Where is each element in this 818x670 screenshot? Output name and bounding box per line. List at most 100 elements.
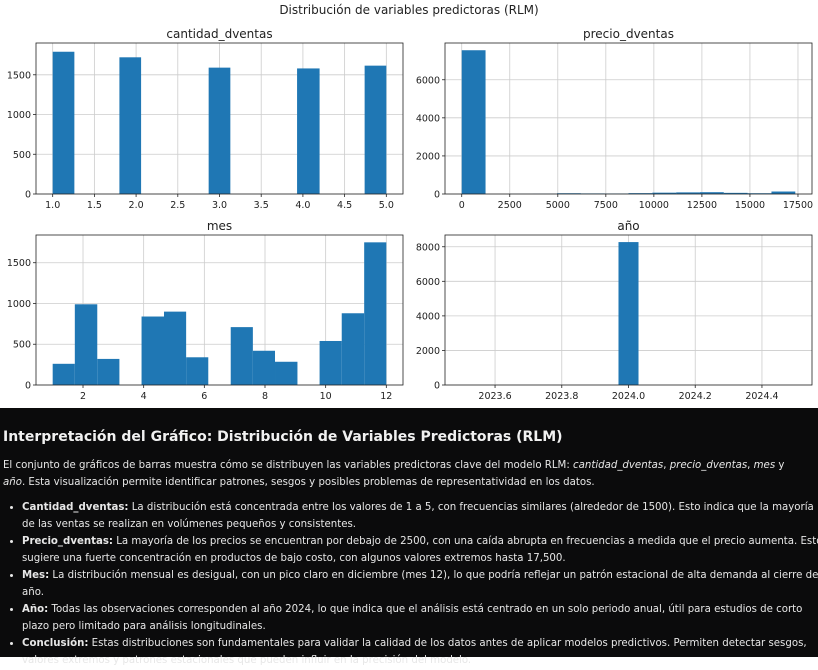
x-tick-label: 12500 xyxy=(687,200,717,211)
histogram-bar xyxy=(97,359,119,385)
chart-cantidad_dventas-subplot: cantidad_dventas 1.0 1.5 2.0 2.5 3.0 3.5 4.0 4.5… xyxy=(7,27,403,211)
y-tick-label: 1000 xyxy=(7,110,31,121)
y-tick-label: 500 xyxy=(13,150,31,161)
y-tick-label: 500 xyxy=(13,340,31,351)
histogram-bar xyxy=(320,341,342,385)
bullet-text: La mayoría de los precios se encuentran … xyxy=(22,536,818,564)
list-item-conclusion: Conclusión: Estas distribuciones son fun… xyxy=(22,636,818,669)
bullet-text: La distribución mensual es desigual, con… xyxy=(22,570,818,598)
histogram-bar xyxy=(253,351,275,385)
interpretation-list: Cantidad_dventas: La distribución está c… xyxy=(3,500,818,670)
list-item-cantidad: Cantidad_dventas: La distribución está c… xyxy=(22,500,818,533)
histogram-bar xyxy=(618,242,638,385)
intro-var-precio: precio_dventas xyxy=(670,460,747,471)
x-tick-label: 1.0 xyxy=(45,200,60,211)
x-tick-label: 10000 xyxy=(639,200,669,211)
x-tick-label: 2.5 xyxy=(170,200,185,211)
histogram-figure: Distribución de variables predictoras (R… xyxy=(0,0,818,408)
histogram-bar xyxy=(365,66,387,194)
x-tick-label: 2024.4 xyxy=(745,391,778,402)
bullet-text: La distribución está concentrada entre l… xyxy=(22,502,814,530)
x-tick-label: 5.0 xyxy=(379,200,394,211)
y-tick-label: 1500 xyxy=(7,70,31,81)
interpretation-heading: Interpretación del Gráfico: Distribución… xyxy=(3,429,563,445)
histogram-bar xyxy=(53,52,75,194)
y-tick-label: 8000 xyxy=(416,242,440,253)
list-item-mes: Mes: La distribución mensual es desigual… xyxy=(22,568,818,601)
x-tick-label: 4 xyxy=(141,391,147,402)
y-tick-label: 1500 xyxy=(7,258,31,269)
x-tick-label: 8 xyxy=(262,391,268,402)
list-item-anio: Año: Todas las observaciones corresponde… xyxy=(22,602,818,635)
figure-canvas: Distribución de variables predictoras (R… xyxy=(0,0,818,408)
x-tick-label: 1.5 xyxy=(87,200,102,211)
axes-frame xyxy=(445,43,812,194)
histogram-bar xyxy=(186,357,208,385)
x-tick-label: 2023.6 xyxy=(478,391,511,402)
x-tick-label: 2023.8 xyxy=(545,391,578,402)
x-tick-label: 2.0 xyxy=(129,200,144,211)
x-tick-label: 0 xyxy=(459,200,465,211)
bullet-label: Año: xyxy=(22,604,48,615)
intro-var-cantidad: cantidad_dventas xyxy=(573,460,663,471)
subplot-title: mes xyxy=(207,219,232,233)
intro-paragraph: El conjunto de gráficos de barras muestr… xyxy=(3,458,808,491)
x-tick-label: 2024.0 xyxy=(612,391,645,402)
list-item-precio: Precio_dventas: La mayoría de los precio… xyxy=(22,534,818,567)
bullet-text: Todas las observaciones corresponden al … xyxy=(22,604,802,632)
histogram-bar xyxy=(164,312,186,385)
chart-precio_dventas-subplot: precio_dventas 0 2500 5000 7500 10000 12500 150… xyxy=(416,27,813,211)
intro-var-anio: año xyxy=(3,477,22,488)
x-tick-label: 4.5 xyxy=(337,200,352,211)
intro-sep: y xyxy=(775,460,784,471)
histogram-bar xyxy=(297,68,320,194)
figure-title: Distribución de variables predictoras (R… xyxy=(279,3,538,17)
bullet-text: Estas distribuciones son fundamentales p… xyxy=(22,638,807,666)
subplot-title: año xyxy=(617,219,639,233)
x-tick-label: 15000 xyxy=(735,200,765,211)
intro-text-start: El conjunto de gráficos de barras muestr… xyxy=(3,460,573,471)
chart-ao-subplot: año 2023.6 2023.8 2024.0 2024.2 2024.4 0 2000 40… xyxy=(416,219,812,402)
x-tick-label: 3.0 xyxy=(212,200,227,211)
bullet-label: Conclusión: xyxy=(22,638,88,649)
histogram-bar xyxy=(342,313,364,385)
histogram-bar xyxy=(53,364,75,385)
histogram-bar xyxy=(231,327,253,385)
histogram-bar xyxy=(275,362,297,385)
subplot-title: precio_dventas xyxy=(583,27,674,41)
y-tick-label: 4000 xyxy=(416,311,440,322)
y-tick-label: 0 xyxy=(434,381,440,392)
histogram-bar xyxy=(364,242,386,385)
histogram-bar xyxy=(119,57,141,194)
histogram-bar xyxy=(462,50,486,194)
y-tick-label: 0 xyxy=(25,190,31,201)
y-tick-label: 6000 xyxy=(416,277,440,288)
intro-var-mes: mes xyxy=(754,460,776,471)
histogram-bar xyxy=(75,304,97,385)
y-tick-label: 1000 xyxy=(7,299,31,310)
x-tick-label: 10 xyxy=(320,391,332,402)
bullet-label: Precio_dventas: xyxy=(22,536,113,547)
intro-text-end: . Esta visualización permite identificar… xyxy=(22,477,595,488)
y-tick-label: 6000 xyxy=(416,75,440,86)
bullet-label: Mes: xyxy=(22,570,49,581)
x-tick-label: 6 xyxy=(201,391,207,402)
y-tick-label: 0 xyxy=(434,190,440,201)
x-tick-label: 17500 xyxy=(783,200,813,211)
x-tick-label: 5000 xyxy=(546,200,570,211)
y-tick-label: 0 xyxy=(25,381,31,392)
x-tick-label: 2500 xyxy=(498,200,522,211)
interpretation-panel: Interpretación del Gráfico: Distribución… xyxy=(0,408,818,657)
x-tick-label: 4.0 xyxy=(295,200,310,211)
histogram-bar xyxy=(142,317,164,385)
y-tick-label: 2000 xyxy=(416,346,440,357)
subplot-title: cantidad_dventas xyxy=(166,27,272,41)
x-tick-label: 12 xyxy=(380,391,392,402)
y-tick-label: 2000 xyxy=(416,151,440,162)
histogram-bar xyxy=(209,68,231,194)
x-tick-label: 2024.2 xyxy=(679,391,712,402)
bullet-label: Cantidad_dventas: xyxy=(22,502,129,513)
x-tick-label: 3.5 xyxy=(254,200,269,211)
x-tick-label: 7500 xyxy=(594,200,618,211)
